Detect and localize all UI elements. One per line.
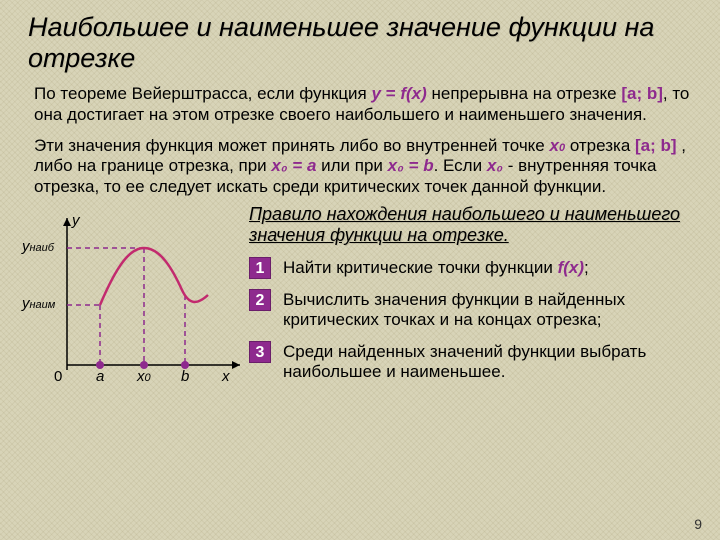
a-label: a xyxy=(96,368,104,385)
x0-label: x0 xyxy=(137,368,151,385)
p1-y: y xyxy=(372,84,381,103)
step3-text: Среди найденных значений функции выбрать… xyxy=(283,341,700,383)
p1-ab: [a; b] xyxy=(621,84,663,103)
step1-fx: f(x) xyxy=(558,258,584,277)
p1-eq: = xyxy=(381,84,400,103)
page-title: Наибольшее и наименьшее значение функции… xyxy=(0,0,720,80)
step-2: 2 Вычислить значения функции в найденных… xyxy=(249,289,700,331)
step-badge: 1 xyxy=(249,257,271,279)
p1-mid: непрерывна на отрезке xyxy=(427,84,622,103)
b-label: b xyxy=(181,368,189,385)
y-axis-label: y xyxy=(72,212,80,229)
y-min-label: yнаим xyxy=(22,295,55,312)
p2-d: или при xyxy=(316,156,387,175)
steps-list: 1 Найти критические точки функции f(x); … xyxy=(249,257,700,383)
rule-title: Правило нахождения наибольшего и наимень… xyxy=(249,204,700,247)
p2-a: Эти значения функция может принять либо … xyxy=(34,136,550,155)
step-1: 1 Найти критические точки функции f(x); xyxy=(249,257,700,279)
step1-pre: Найти критические точки функции xyxy=(283,258,558,277)
p1-pre: По теореме Вейерштрасса, если функция xyxy=(34,84,372,103)
x-axis-label: x xyxy=(222,368,230,385)
p2-ab: [a; b] xyxy=(635,136,677,155)
p2-x0b: x₀ = b xyxy=(388,156,434,175)
page-number: 9 xyxy=(694,516,702,532)
p1-fx: f(x) xyxy=(400,84,426,103)
graph-area: y yнаиб yнаим 0 a x0 b x xyxy=(0,204,245,434)
p2-b: отрезка xyxy=(565,136,635,155)
p2-x0-1: x xyxy=(550,136,559,155)
y-max-label: yнаиб xyxy=(22,238,54,255)
step2-text: Вычислить значения функции в найденных к… xyxy=(283,289,700,331)
paragraph-2: Эти значения функция может принять либо … xyxy=(0,132,720,200)
step-badge: 2 xyxy=(249,289,271,311)
p2-e: . Если xyxy=(434,156,487,175)
step1-post: ; xyxy=(584,258,589,277)
paragraph-1: По теореме Вейерштрасса, если функция y … xyxy=(0,80,720,127)
step-badge: 3 xyxy=(249,341,271,363)
p2-x0a: x₀ = a xyxy=(271,156,316,175)
origin-label: 0 xyxy=(54,368,62,385)
step-3: 3 Среди найденных значений функции выбра… xyxy=(249,341,700,383)
p2-x0c: x₀ xyxy=(487,156,503,175)
